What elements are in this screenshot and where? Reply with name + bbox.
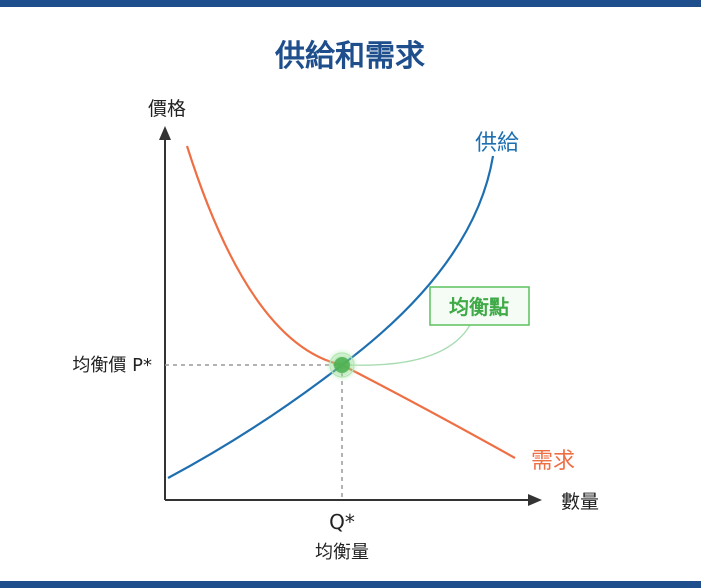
equilibrium-callout-line (349, 324, 471, 366)
supply-label: 供給 (475, 131, 519, 156)
y-axis-label: 價格 (148, 98, 186, 120)
equilibrium-badge-box (429, 286, 530, 326)
equilibrium-quantity-symbol: Q* (329, 510, 355, 534)
bottom-border-bar (0, 581, 701, 588)
equilibrium-badge-label: 均衡點 (449, 295, 509, 319)
equilibrium-quantity-label: 均衡量 (315, 542, 369, 563)
x-axis-arrow (528, 494, 542, 506)
top-border-bar (0, 0, 701, 7)
diagram-title: 供給和需求 (274, 39, 425, 74)
x-axis-label: 數量 (561, 491, 599, 513)
equilibrium-price-label: 均衡價 P* (72, 355, 152, 376)
demand-label: 需求 (531, 449, 575, 474)
equilibrium-point (325, 348, 359, 382)
y-axis-arrow (159, 126, 171, 140)
axes (159, 126, 542, 506)
